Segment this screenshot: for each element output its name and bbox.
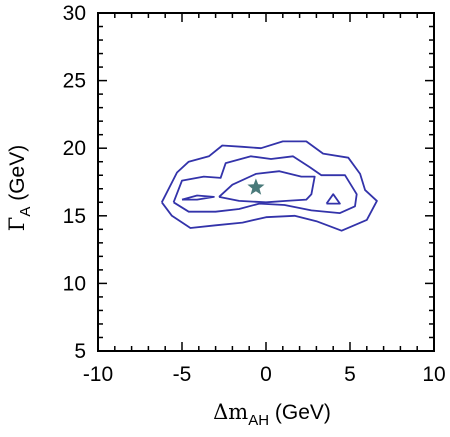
contour-line-outer <box>160 140 378 232</box>
plot-frame <box>97 12 435 352</box>
x-tick-label: 5 <box>344 363 356 386</box>
x-axis-label-subscript: AH <box>248 412 269 429</box>
x-axis-label: ΔmAH (GeV) <box>213 400 331 429</box>
y-axis-label-symbol: Γ <box>5 217 29 232</box>
y-tick-label: 15 <box>63 205 86 228</box>
y-tick-label: 20 <box>63 137 86 160</box>
y-tick-label: 30 <box>63 2 86 25</box>
y-axis-label: ΓA (GeV) <box>5 145 34 231</box>
label-layer: -10 -5 0 5 10 5 10 15 20 25 30 <box>63 2 446 386</box>
x-axis-label-symbol: Δm <box>213 400 248 424</box>
y-tick-label: 5 <box>74 340 86 363</box>
star-icon <box>247 178 265 195</box>
contour-line-inner-right <box>325 193 341 205</box>
y-tick-label: 25 <box>63 70 86 93</box>
x-tick-label: -10 <box>83 363 113 386</box>
tick-layer <box>97 12 435 352</box>
contour-line-middle <box>172 155 358 215</box>
y-axis-label-unit: (GeV) <box>6 145 29 207</box>
marker-layer <box>247 178 265 195</box>
y-tick-label: 10 <box>63 272 86 295</box>
contour-layer <box>160 140 378 232</box>
contour-line-inner <box>218 170 316 204</box>
x-tick-label: 10 <box>422 363 445 386</box>
contour-line-inner-left <box>181 194 215 201</box>
x-tick-label: 0 <box>260 363 272 386</box>
x-axis-label-unit: (GeV) <box>269 401 331 424</box>
y-axis-label-subscript: A <box>17 207 34 217</box>
x-tick-label: -5 <box>173 363 192 386</box>
